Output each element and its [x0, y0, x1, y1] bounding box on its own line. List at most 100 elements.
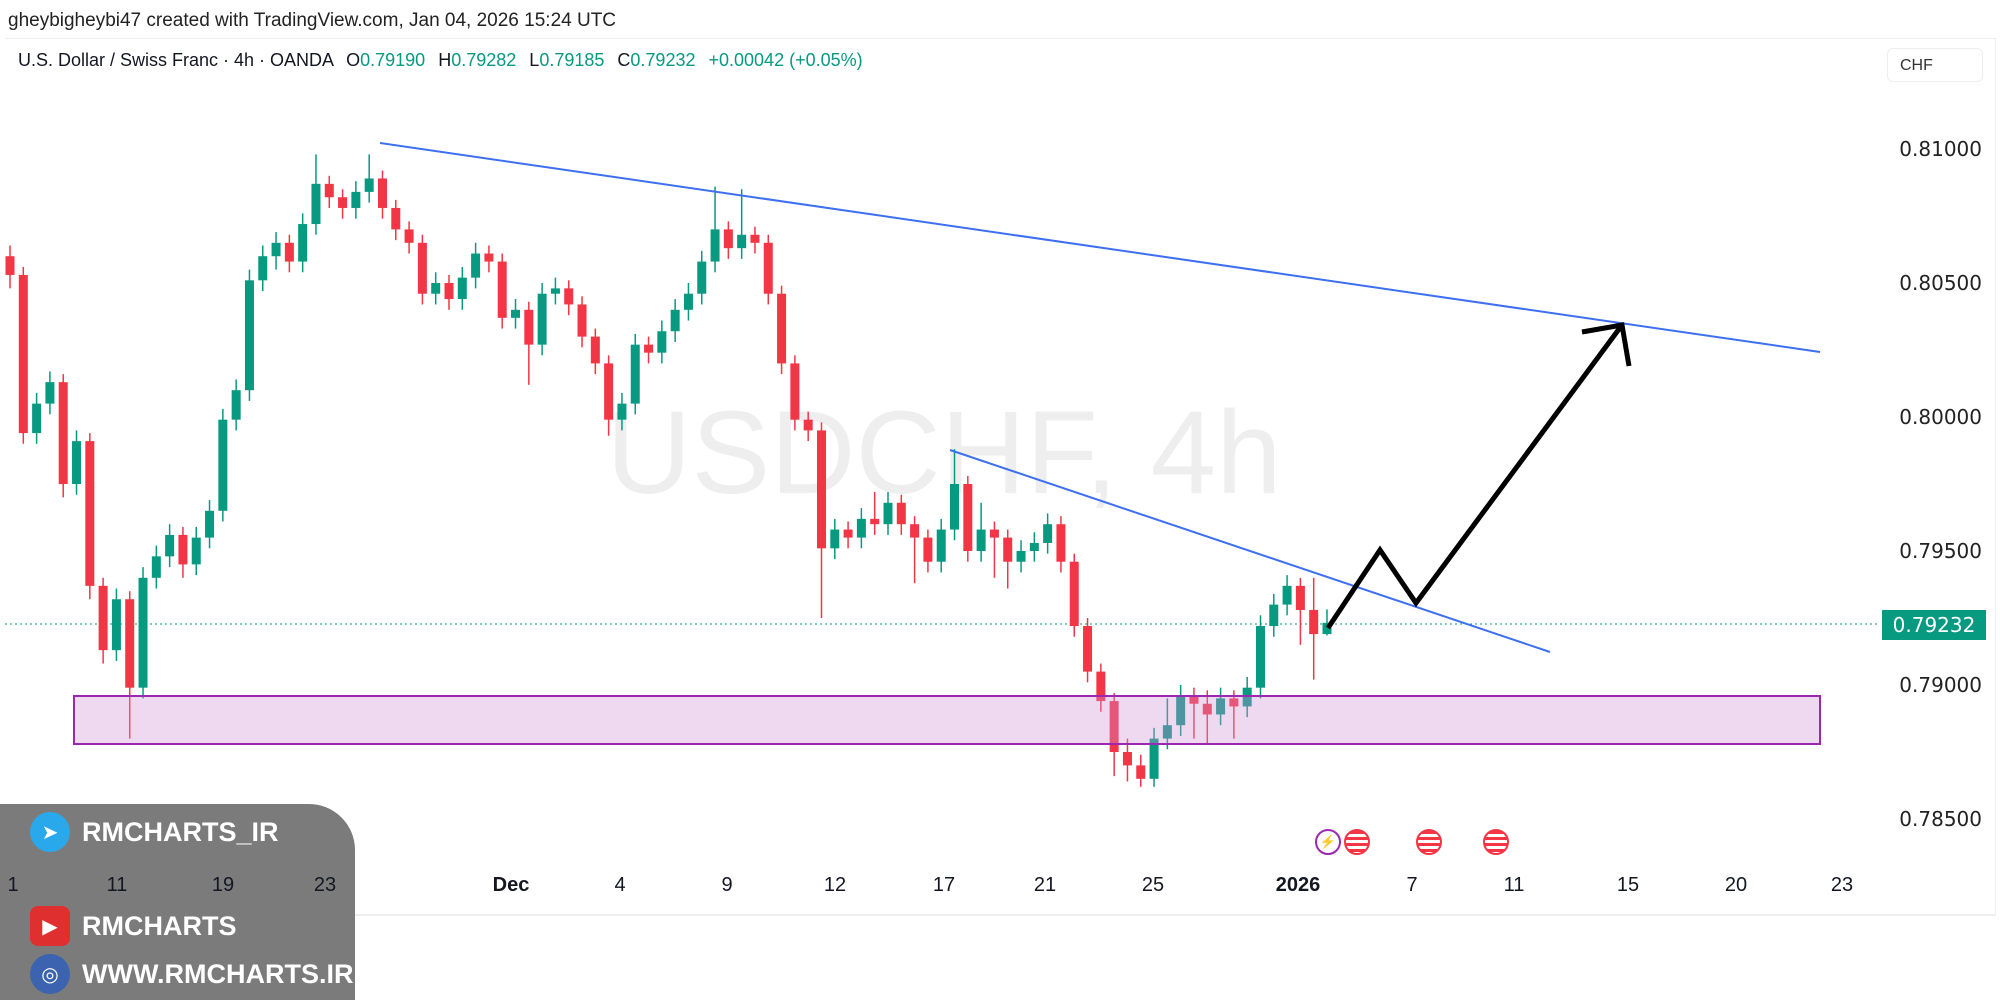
candle-body: [178, 534, 188, 565]
globe-icon: ◎: [30, 954, 70, 994]
date-tick: 11: [106, 874, 128, 896]
candle: [1016, 540, 1026, 573]
candle: [923, 529, 933, 573]
candle-body: [1229, 698, 1239, 707]
candle: [883, 492, 893, 535]
candle: [737, 189, 747, 259]
candle-body: [151, 556, 161, 578]
symbol-watermark: USDCHF, 4h: [606, 387, 1282, 519]
date-tick: 21: [1033, 874, 1057, 896]
candle: [630, 333, 640, 415]
candle: [1242, 676, 1252, 718]
candle-body: [364, 178, 374, 192]
candle: [364, 154, 374, 203]
candle-body: [1176, 695, 1186, 726]
projection-arrow[interactable]: [1325, 323, 1625, 630]
candle: [1149, 727, 1159, 787]
candle: [963, 475, 973, 562]
candle: [1069, 553, 1079, 637]
candle-body: [763, 242, 773, 294]
candle: [351, 181, 361, 219]
price-tick: 0.80500: [1899, 271, 1982, 295]
symbol-legend: U.S. Dollar / Swiss Franc · 4h · OANDA O…: [18, 50, 863, 71]
price-tick: 0.81000: [1899, 137, 1982, 161]
candle: [1216, 687, 1226, 726]
candle: [205, 500, 215, 549]
candle: [284, 234, 294, 273]
price-tick: 0.79500: [1899, 539, 1982, 563]
candle: [244, 269, 254, 401]
candle-body: [191, 537, 201, 565]
candle: [5, 245, 15, 289]
candle-body: [657, 331, 667, 353]
candle-body: [431, 283, 441, 294]
candle-body: [1162, 725, 1172, 739]
candle-body: [803, 419, 813, 431]
candle: [1309, 577, 1319, 680]
candle: [843, 521, 853, 549]
youtube-handle: RMCHARTS: [82, 910, 237, 941]
candle-body: [1242, 687, 1252, 707]
candle: [72, 430, 82, 495]
candle: [484, 245, 494, 273]
candle-body: [1255, 626, 1265, 688]
candle-body: [670, 309, 680, 332]
candle: [1096, 663, 1106, 712]
candle-body: [85, 441, 95, 586]
website-link[interactable]: ◎ WWW.RMCHARTS.IR: [30, 954, 353, 994]
candle: [657, 320, 667, 364]
candle-body: [1282, 585, 1292, 605]
candle-body: [1016, 551, 1026, 562]
candle-body: [910, 524, 920, 538]
candle-body: [1043, 524, 1053, 543]
candle: [1029, 532, 1039, 562]
change-value: +0.00042 (+0.05%): [708, 50, 863, 70]
support-zone[interactable]: [73, 695, 1821, 745]
candle: [617, 392, 627, 431]
candle-body: [258, 256, 268, 281]
candle-body: [777, 293, 787, 364]
candle: [1322, 609, 1332, 636]
date-tick: 23: [313, 874, 337, 896]
lightning-event-icon[interactable]: ⚡: [1315, 829, 1341, 855]
candle-body: [1309, 609, 1319, 635]
lower-trendline[interactable]: [949, 449, 1551, 653]
currency-button[interactable]: CHF: [1887, 48, 1983, 82]
symbol-title[interactable]: U.S. Dollar / Swiss Franc · 4h · OANDA: [18, 50, 334, 70]
open-label: O: [346, 50, 361, 70]
candle-body: [457, 277, 467, 300]
candle: [830, 518, 840, 560]
candle: [1056, 516, 1066, 573]
us-flag-event-icon[interactable]: [1416, 829, 1442, 855]
candle-body: [125, 599, 135, 688]
candle: [231, 379, 241, 431]
candle-body: [1056, 524, 1066, 562]
date-tick: 7: [1406, 874, 1418, 896]
candle-body: [710, 229, 720, 262]
us-flag-event-icon[interactable]: [1483, 829, 1509, 855]
candle-body: [32, 403, 42, 434]
candle-body: [511, 309, 521, 318]
candle-body: [1083, 626, 1093, 672]
candle: [138, 567, 148, 699]
candle-body: [351, 191, 361, 208]
date-tick: 23: [1830, 874, 1854, 896]
candle-body: [617, 403, 627, 420]
upper-trendline[interactable]: [379, 142, 1821, 353]
candle: [471, 242, 481, 289]
telegram-handle: RMCHARTS_IR: [82, 816, 279, 847]
candle-body: [111, 599, 121, 651]
telegram-link[interactable]: ➤ RMCHARTS_IR: [30, 812, 279, 852]
candle: [1282, 575, 1292, 616]
candle: [444, 274, 454, 310]
candle: [324, 175, 334, 208]
candle-body: [564, 288, 574, 305]
candle: [1229, 690, 1239, 739]
us-flag-event-icon[interactable]: [1344, 829, 1370, 855]
candle: [1136, 754, 1146, 787]
candle: [644, 336, 654, 364]
youtube-link[interactable]: ▶ RMCHARTS: [30, 906, 237, 946]
candle: [1176, 685, 1186, 736]
candle-body: [843, 529, 853, 538]
